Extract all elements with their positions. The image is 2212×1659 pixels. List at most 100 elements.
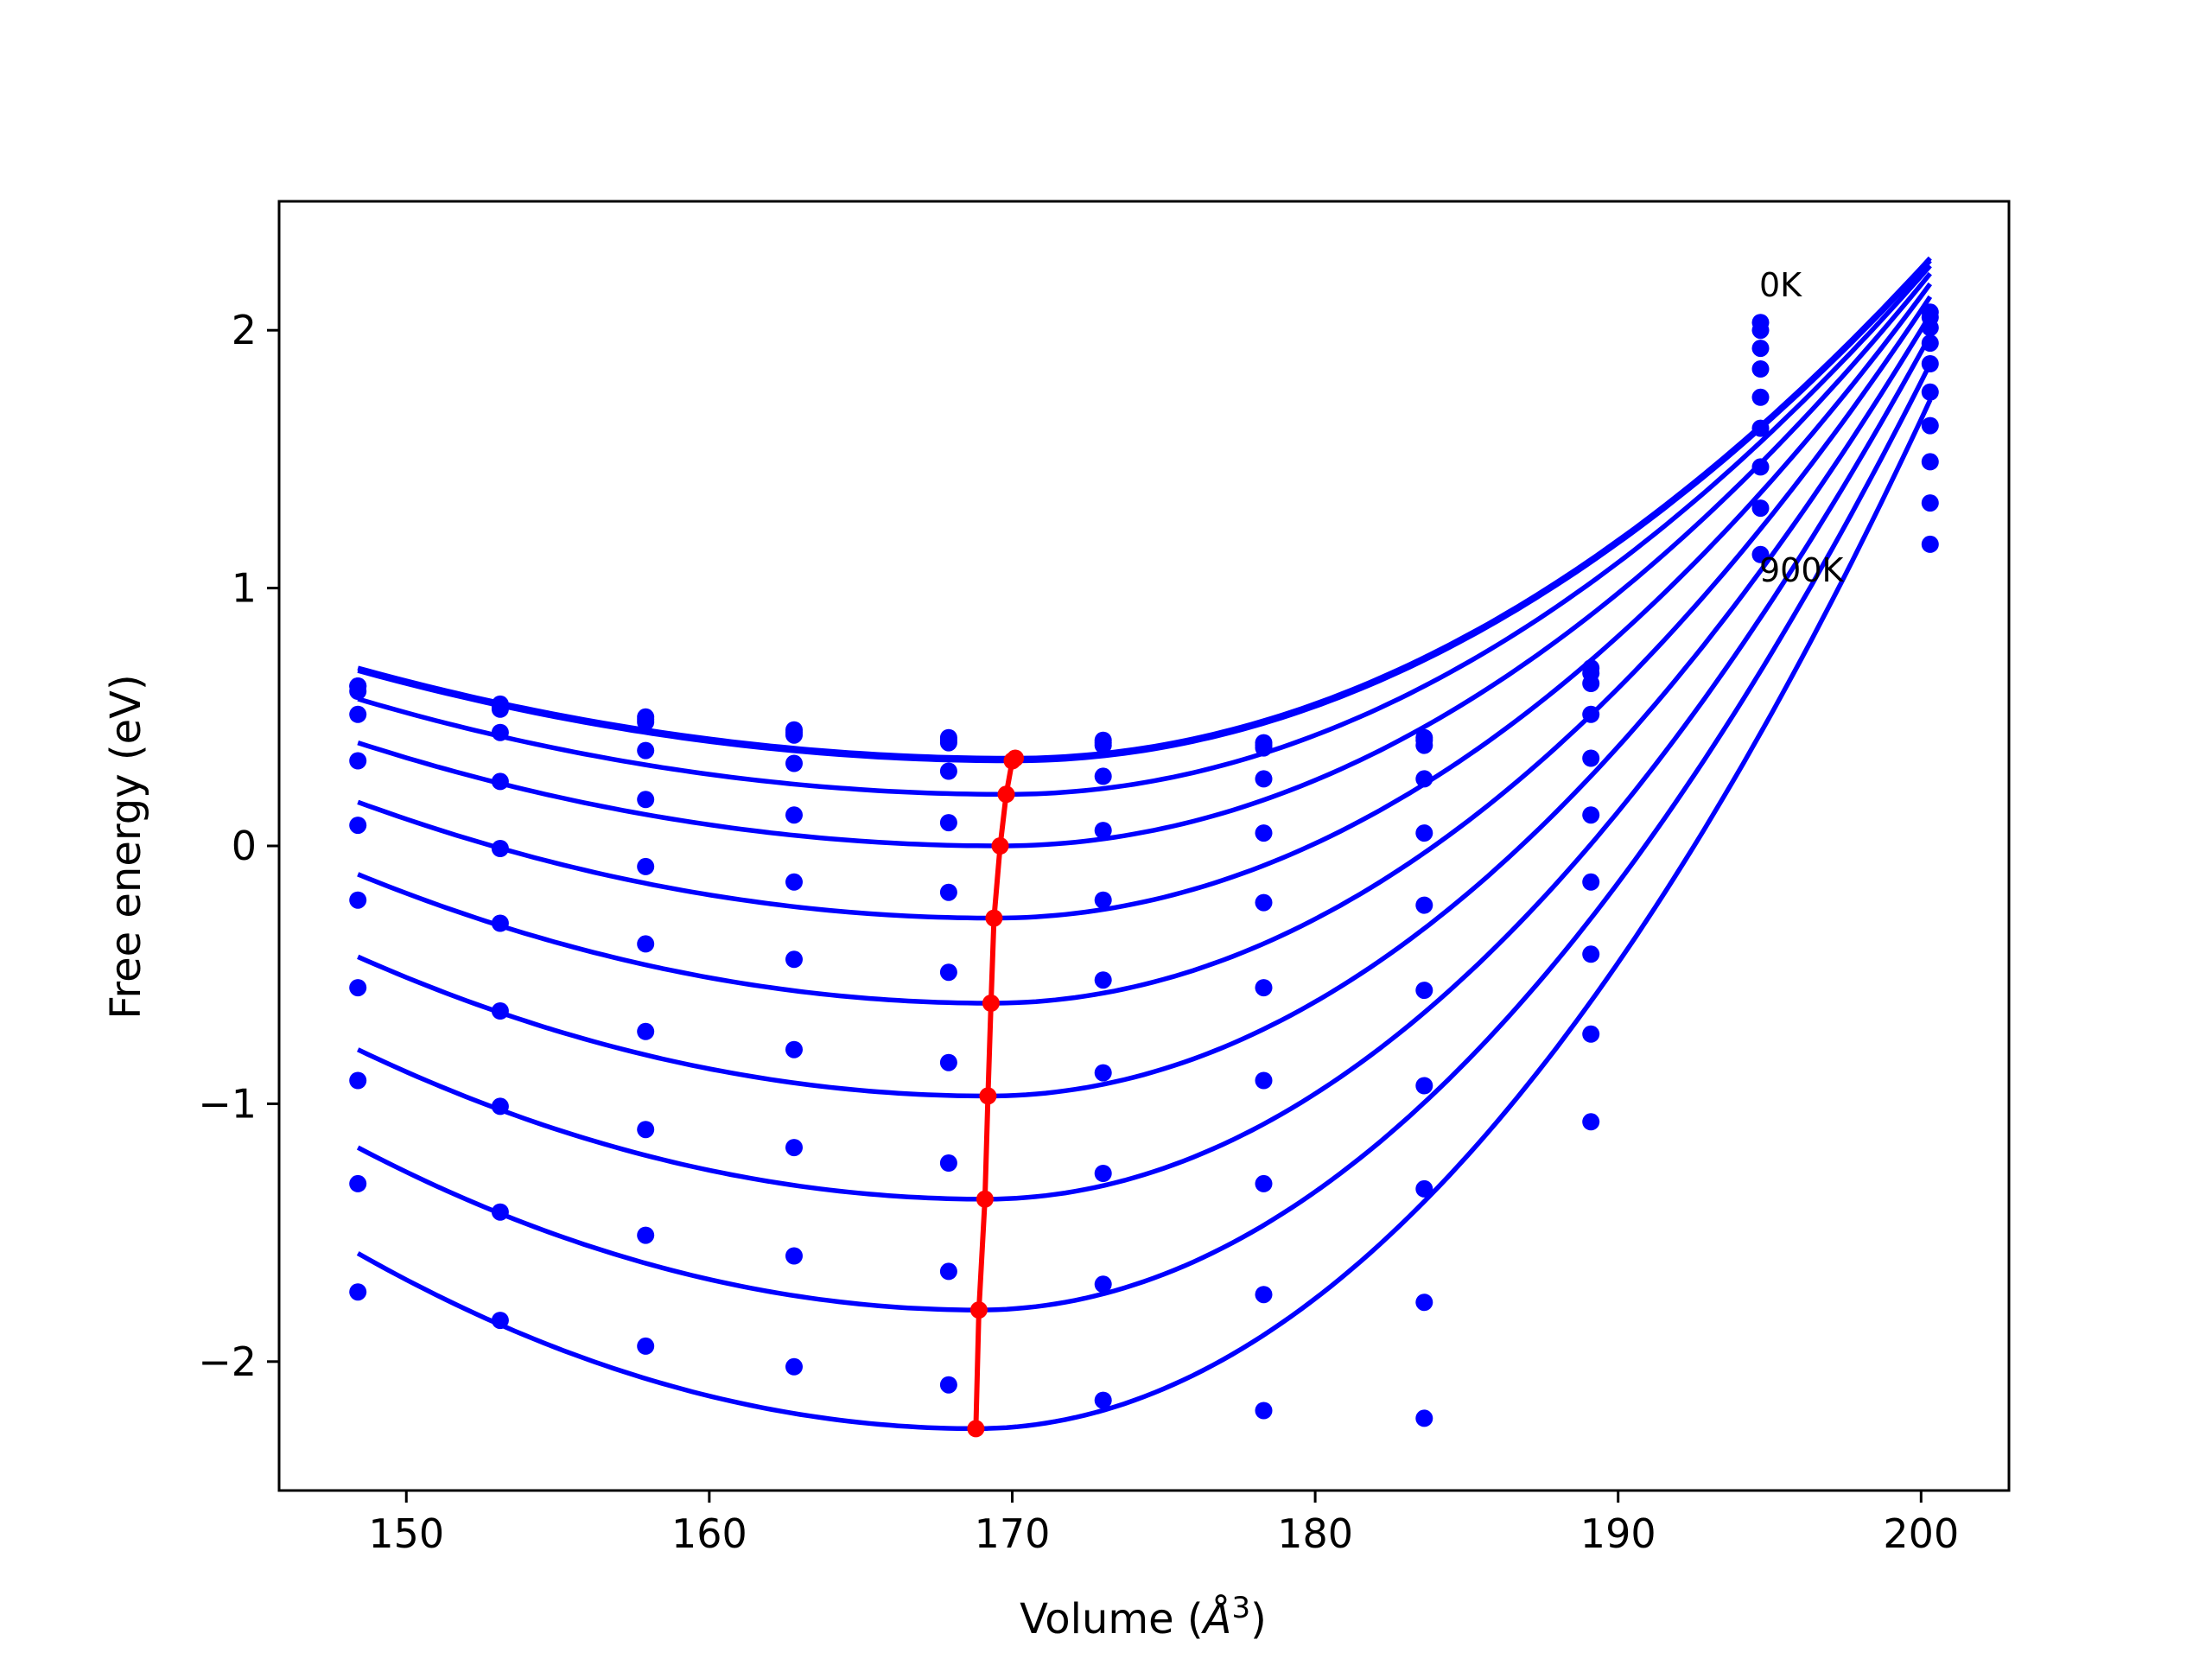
data-point-s4-v9 <box>1751 388 1770 406</box>
data-point-s2-v10 <box>1921 319 1939 337</box>
data-point-s8-v4 <box>939 1154 957 1172</box>
data-point-s2-v5 <box>1094 736 1112 754</box>
annotation-900k: 900K <box>1759 551 1845 589</box>
data-point-s4-v5 <box>1094 822 1112 840</box>
x-tick-label-200: 200 <box>1883 1510 1959 1557</box>
data-point-s4-v1 <box>491 772 509 791</box>
data-point-s8-v0 <box>349 1071 367 1090</box>
minimum-point-4 <box>985 909 1003 927</box>
x-axis-label-text: Volume ( <box>1020 1595 1204 1643</box>
data-point-s2-v8 <box>1582 675 1600 692</box>
data-point-s5-v9 <box>1751 419 1770 437</box>
data-point-s2-v9 <box>1751 340 1770 358</box>
annotation-0k: 0K <box>1759 266 1802 304</box>
data-point-s10-v7 <box>1415 1409 1433 1427</box>
data-point-s8-v3 <box>785 1139 803 1157</box>
data-point-s1-v9 <box>1751 321 1770 340</box>
data-point-s6-v2 <box>637 935 655 953</box>
data-point-s7-v5 <box>1094 1064 1112 1082</box>
data-point-s7-v0 <box>349 979 367 997</box>
data-point-s2-v0 <box>349 683 367 700</box>
minimum-point-1 <box>1003 752 1021 770</box>
data-point-s3-v2 <box>637 741 655 760</box>
data-point-s9-v6 <box>1255 1286 1273 1304</box>
x-tick-label-170: 170 <box>975 1510 1051 1557</box>
data-points <box>349 303 1939 1427</box>
data-point-s8-v9 <box>1751 545 1770 563</box>
minimum-point-9 <box>967 1420 985 1438</box>
data-point-s2-v4 <box>939 734 957 752</box>
data-point-s10-v1 <box>491 1312 509 1330</box>
data-point-s5-v0 <box>349 817 367 835</box>
y-axis-ticks: −2 −1 0 1 2 <box>198 307 279 1385</box>
data-point-s10-v6 <box>1255 1402 1273 1420</box>
data-point-s6-v10 <box>1921 416 1939 435</box>
data-point-s5-v2 <box>637 857 655 875</box>
data-point-s5-v10 <box>1921 383 1939 401</box>
x-tick-label-150: 150 <box>368 1510 444 1557</box>
data-point-s5-v6 <box>1255 893 1273 912</box>
data-point-s5-v8 <box>1582 806 1600 824</box>
data-point-s6-v8 <box>1582 873 1600 891</box>
x-tick-label-190: 190 <box>1580 1510 1656 1557</box>
data-point-s2-v2 <box>637 713 655 731</box>
data-point-s9-v7 <box>1415 1294 1433 1312</box>
data-point-s10-v4 <box>939 1376 957 1394</box>
data-point-s5-v3 <box>785 873 803 891</box>
minimum-point-8 <box>969 1301 988 1319</box>
data-point-s9-v4 <box>939 1262 957 1281</box>
data-point-s9-v1 <box>491 1203 509 1221</box>
data-point-s3-v6 <box>1255 770 1273 788</box>
data-point-s3-v3 <box>785 754 803 772</box>
data-point-s7-v8 <box>1582 945 1600 963</box>
x-tick-label-160: 160 <box>671 1510 747 1557</box>
x-axis-label: Volume (Å3) <box>1020 1591 1267 1643</box>
x-axis-label-symbol: Å <box>1201 1594 1232 1643</box>
data-point-s6-v3 <box>785 950 803 969</box>
fit-curve-3 <box>357 271 1932 849</box>
data-point-s5-v1 <box>491 840 509 857</box>
data-point-s3-v1 <box>491 723 509 741</box>
fit-curve-6 <box>357 313 1933 1099</box>
minimum-point-3 <box>991 837 1009 855</box>
fit-curve-0 <box>357 256 1932 761</box>
data-point-s9-v0 <box>349 1174 367 1192</box>
minimum-point-2 <box>997 785 1015 804</box>
data-point-s3-v7 <box>1415 770 1433 788</box>
y-tick-label-4: 2 <box>232 307 257 353</box>
data-point-s3-v9 <box>1751 360 1770 378</box>
fit-curves <box>356 256 1933 1432</box>
x-axis-ticks: 150 160 170 180 190 200 <box>368 1491 1959 1557</box>
fit-curve-2 <box>357 264 1932 798</box>
data-point-s5-v7 <box>1415 896 1433 914</box>
data-point-s3-v10 <box>1921 334 1939 353</box>
fit-curve-5 <box>357 295 1933 1006</box>
data-point-s10-v3 <box>785 1357 803 1376</box>
data-point-s4-v6 <box>1255 824 1273 842</box>
minimum-path <box>967 749 1024 1438</box>
data-point-s8-v7 <box>1415 1179 1433 1198</box>
data-point-s5-v4 <box>939 883 957 901</box>
data-point-s8-v1 <box>491 1097 509 1116</box>
data-point-s10-v2 <box>637 1337 655 1355</box>
data-point-s4-v3 <box>785 806 803 824</box>
data-point-s4-v2 <box>637 791 655 809</box>
data-point-s6-v7 <box>1415 982 1433 1000</box>
data-point-s6-v6 <box>1255 979 1273 997</box>
y-tick-label-0: −2 <box>198 1338 257 1385</box>
data-point-s4-v4 <box>939 814 957 832</box>
data-point-s8-v5 <box>1094 1165 1112 1182</box>
data-point-s2-v7 <box>1415 736 1433 754</box>
data-point-s6-v0 <box>349 891 367 909</box>
data-point-s9-v10 <box>1921 535 1939 553</box>
data-point-s7-v1 <box>491 1002 509 1020</box>
x-axis-label-close: ) <box>1250 1595 1267 1643</box>
data-point-s3-v8 <box>1582 705 1600 723</box>
data-point-s7-v6 <box>1255 1071 1273 1090</box>
data-point-s9-v8 <box>1582 1113 1600 1131</box>
data-point-s7-v3 <box>785 1040 803 1058</box>
data-point-s4-v10 <box>1921 355 1939 372</box>
minimum-path-line <box>973 756 1017 1429</box>
fit-curve-4 <box>357 282 1933 921</box>
